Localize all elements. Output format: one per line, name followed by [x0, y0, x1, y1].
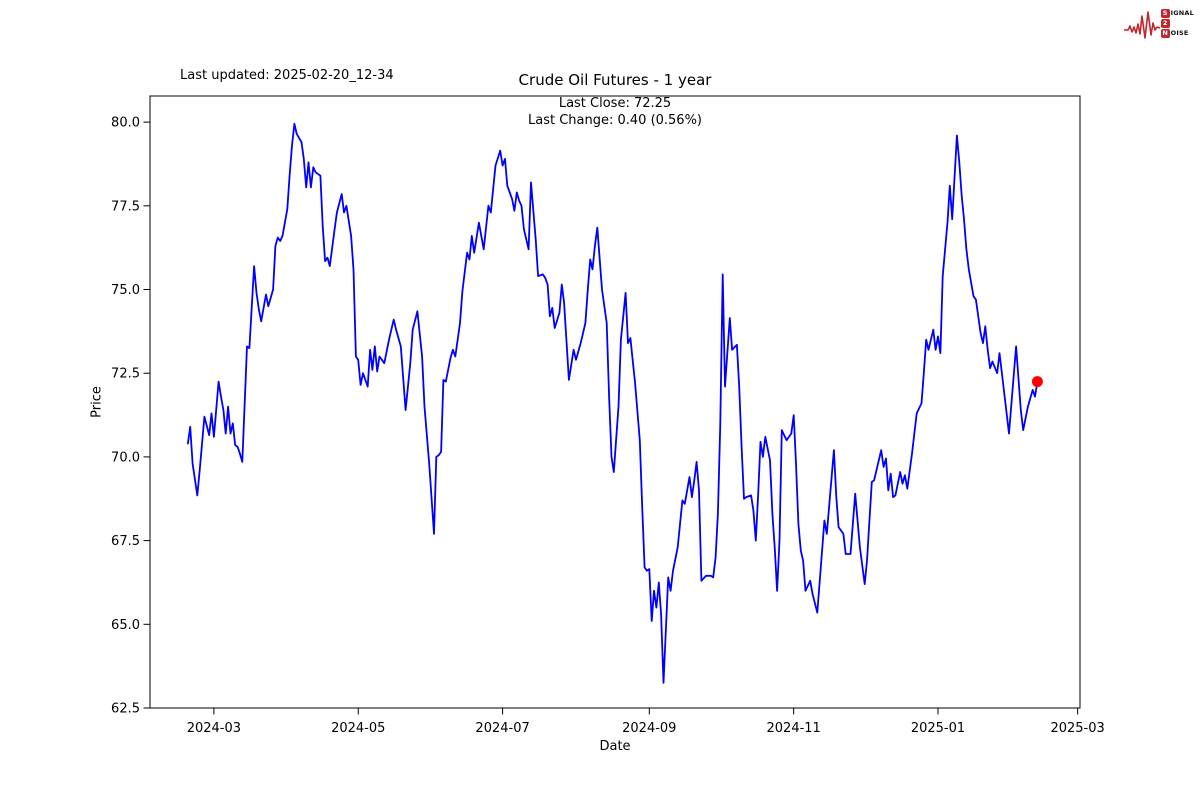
last-change-subtitle: Last Change: 0.40 (0.56%): [527, 113, 703, 128]
y-tick-label: 72.5: [111, 367, 140, 382]
price-line-series: [186, 122, 1039, 684]
chart-title: Crude Oil Futures - 1 year: [518, 71, 712, 89]
x-tick-label: 2024-05: [331, 721, 385, 736]
last-close-subtitle: Last Close: 72.25: [558, 96, 672, 111]
x-tick-label: 2024-09: [622, 721, 676, 736]
x-tick-label: 2024-07: [475, 721, 529, 736]
brand-letter-2: 2: [1160, 18, 1170, 28]
brand-logo: S IGNAL 2 N OISE: [1123, 4, 1194, 42]
x-tick-label: 2025-01: [911, 721, 965, 736]
last-close-marker: [1031, 376, 1043, 388]
last-updated-text: Last updated: 2025-02-20_12-34: [180, 68, 394, 83]
brand-letter-n: N: [1160, 28, 1170, 38]
y-tick-label: 62.5: [111, 702, 140, 717]
y-tick-label: 67.5: [111, 534, 140, 549]
axes-border: [149, 95, 1081, 709]
brand-row-2: 2: [1160, 18, 1194, 28]
axis-ticks: 62.5 65.0 67.5 70.0 72.5 75.0 77.5 80.0 2024-03 2…: [111, 116, 1105, 736]
brand-row-signal: S IGNAL: [1160, 8, 1194, 18]
x-tick-label: 2024-11: [767, 721, 821, 736]
y-tick-label: 80.0: [111, 116, 140, 131]
brand-letter-s: S: [1160, 8, 1170, 18]
y-tick-label: 70.0: [111, 450, 140, 465]
x-axis-label: Date: [599, 739, 631, 754]
y-axis-label: Price: [89, 386, 105, 418]
waveform-icon: [1123, 11, 1160, 39]
y-tick-label: 75.0: [111, 283, 140, 298]
brand-row-noise: N OISE: [1160, 28, 1189, 38]
y-tick-label: 77.5: [111, 199, 140, 214]
x-tick-label: 2024-03: [187, 721, 241, 736]
y-tick-label: 65.0: [111, 618, 140, 633]
brand-text: S IGNAL 2 N OISE: [1160, 8, 1194, 38]
x-tick-label: 2025-03: [1050, 721, 1104, 736]
